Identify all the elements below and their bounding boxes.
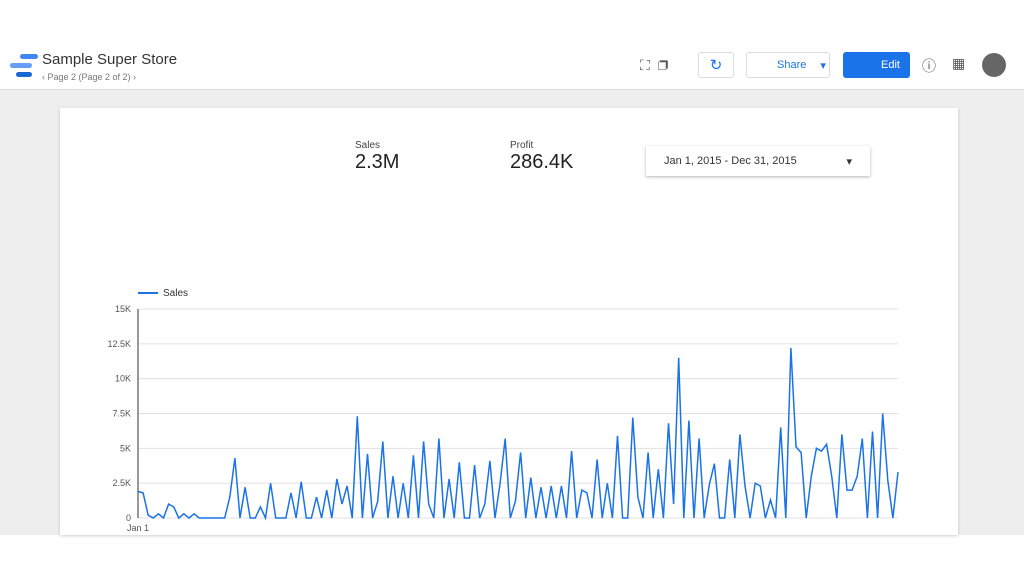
- share-label: Share: [777, 59, 807, 71]
- page-label: Page 2 (Page 2 of 2): [47, 72, 131, 82]
- scorecard-value: 286.4K: [510, 151, 574, 173]
- y-tick-label: 12.5K: [107, 339, 131, 349]
- scorecard-label: Profit: [510, 140, 534, 151]
- edit-button[interactable]: Edit: [843, 52, 910, 78]
- legend-label: Sales: [163, 288, 188, 299]
- report-page: Sales 2.3M Profit 286.4K Jan 1, 2015 - D…: [60, 108, 958, 535]
- help-icon[interactable]: ⓘ: [922, 58, 936, 74]
- y-tick-label: 10K: [115, 374, 131, 384]
- chart: 0 2.5K 5K 7.5K 10K 12.5K 15K Jan 1 Sales: [107, 288, 899, 533]
- header: Sample Super Store ‹ Page 2 (Page 2 of 2…: [0, 45, 1024, 90]
- report-canvas: Sales 2.3M Profit 286.4K Jan 1, 2015 - D…: [0, 90, 1024, 535]
- page-nav[interactable]: ‹ Page 2 (Page 2 of 2) ›: [42, 72, 137, 82]
- scorecard: Sales 2.3M: [355, 140, 399, 174]
- report-title: Sample Super Store: [42, 51, 178, 68]
- share-button[interactable]: Share ▾: [746, 52, 830, 78]
- scorecard: Profit 286.4K: [510, 140, 573, 174]
- line: [137, 347, 899, 521]
- y-tick-label: 0: [126, 513, 131, 523]
- avatar[interactable]: [982, 53, 1006, 77]
- refresh-button[interactable]: ↻: [698, 52, 734, 78]
- scorecard-label: Sales: [355, 140, 381, 151]
- y-tick-label: 7.5K: [112, 409, 131, 419]
- x-tick-label: Jan 1: [127, 523, 149, 533]
- edit-label: Edit: [881, 59, 900, 71]
- y-tick-label: 5K: [120, 443, 131, 453]
- toolbar-icons[interactable]: ⛶ ❐: [640, 57, 669, 73]
- apps-icon[interactable]: ▦: [952, 55, 966, 71]
- logo: [10, 54, 38, 77]
- scorecard-value: 2.3M: [355, 151, 400, 173]
- y-tick-label: 2.5K: [112, 478, 131, 488]
- date-range-label: Jan 1, 2015 - Dec 31, 2015: [664, 155, 797, 167]
- date-range-control[interactable]: Jan 1, 2015 - Dec 31, 2015 ▾: [646, 146, 870, 176]
- y-tick-label: 15K: [115, 304, 131, 314]
